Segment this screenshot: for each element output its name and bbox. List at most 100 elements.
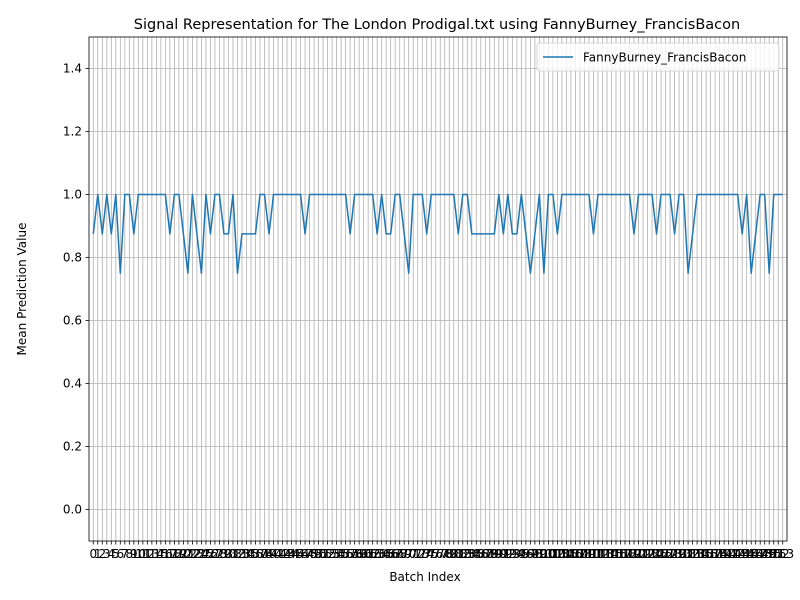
x-tick-label: 45 [288,547,303,561]
x-tick-label: 48 [302,547,317,561]
x-tick-label: 140 [713,547,736,561]
x-tick-label: 73 [415,547,430,561]
x-tick-label: 38 [257,547,272,561]
y-tick-label: 1.0 [63,188,82,202]
x-tick-label: 95 [514,547,529,561]
x-tick-label: 49 [306,547,321,561]
x-tick-label: 9 [130,547,138,561]
x-tick-label: 113 [591,547,614,561]
grid-lines [89,37,787,541]
x-tick-label: 42 [275,547,290,561]
x-tick-label: 58 [347,547,362,561]
x-tick-label: 27 [207,547,222,561]
x-tick-label: 86 [473,547,488,561]
x-tick-label: 138 [704,547,727,561]
x-tick-label: 18 [167,547,182,561]
x-tick-label: 126 [650,547,673,561]
x-tick-label: 90 [491,547,506,561]
x-tick-label: 41 [270,547,285,561]
x-tick-label: 7 [121,547,129,561]
x-tick-label: 123 [636,547,659,561]
x-tick-label: 122 [632,547,655,561]
x-tick-label: 16 [158,547,173,561]
y-tick-label: 0.8 [63,251,82,265]
x-tick-label: 87 [478,547,493,561]
x-tick-label: 53 [324,547,339,561]
x-tick-label: 134 [686,547,709,561]
x-tick-label: 23 [189,547,204,561]
x-tick-label: 35 [243,547,258,561]
x-tick-label: 39 [261,547,276,561]
x-tick-label: 19 [171,547,186,561]
x-tick-label: 149 [753,547,776,561]
x-tick-label: 22 [185,547,200,561]
x-tick-label: 94 [509,547,524,561]
x-tick-label: 102 [541,547,564,561]
x-tick-label: 109 [573,547,596,561]
x-tick-label: 135 [690,547,713,561]
x-tick-label: 56 [338,547,353,561]
x-tick-label: 46 [293,547,308,561]
x-tick-label: 4 [107,547,115,561]
x-tick-label: 62 [365,547,380,561]
x-tick-label: 121 [627,547,650,561]
series-line [92,193,783,274]
x-tick-label: 30 [221,547,236,561]
x-tick-label: 118 [614,547,637,561]
x-tick-label: 139 [708,547,731,561]
x-tick-label: 130 [668,547,691,561]
x-tick-label: 59 [352,547,367,561]
x-tick-label: 13 [144,547,159,561]
y-tick-label: 0.2 [63,440,82,454]
x-tick-label: 111 [582,547,605,561]
x-tick-label: 93 [505,547,520,561]
x-tick-label: 147 [744,547,767,561]
x-tick-label: 61 [361,547,376,561]
x-tick-label: 25 [198,547,213,561]
x-tick-label: 88 [482,547,497,561]
x-tick-label: 81 [451,547,466,561]
x-tick-label: 72 [410,547,425,561]
x-tick-label: 1 [94,547,102,561]
x-tick-label: 24 [194,547,209,561]
x-tick-label: 117 [609,547,632,561]
chart-title: Signal Representation for The London Pro… [134,17,740,33]
x-tick-label: 105 [555,547,578,561]
x-tick-label: 98 [527,547,542,561]
x-tick-label: 153 [771,547,794,561]
x-tick-label: 8 [126,547,134,561]
x-tick-label: 79 [442,547,457,561]
legend: FannyBurney_FrancisBacon [536,42,780,72]
x-tick-label: 37 [252,547,267,561]
x-tick-label: 128 [659,547,682,561]
x-tick-label: 115 [600,547,623,561]
y-axis-label: Mean Prediction Value [15,223,29,356]
legend-box [536,42,780,72]
x-tick-label: 11 [135,547,150,561]
y-tick-label: 1.4 [63,62,82,76]
x-tick-label: 106 [559,547,582,561]
x-tick-label: 32 [230,547,245,561]
x-tick-label: 125 [645,547,668,561]
x-tick-label: 148 [749,547,772,561]
x-tick-label: 112 [587,547,610,561]
x-tick-label: 14 [149,547,164,561]
x-tick-label: 91 [496,547,511,561]
x-tick-label: 29 [216,547,231,561]
x-tick-label: 152 [767,547,790,561]
x-tick-label: 47 [297,547,312,561]
y-tick-label: 0.6 [63,314,82,328]
x-tick-label: 133 [681,547,704,561]
x-tick-label: 100 [532,547,555,561]
x-tick-label: 96 [518,547,533,561]
x-axis-label: Batch Index [389,570,460,584]
x-tick-label: 143 [726,547,749,561]
x-tick-label: 0 [89,547,97,561]
x-tick-label: 74 [419,547,434,561]
x-tick-label: 107 [564,547,587,561]
x-tick-label: 40 [266,547,281,561]
x-tick-label: 146 [740,547,763,561]
x-tick-label: 3 [103,547,111,561]
y-tick-label: 0.0 [63,503,82,517]
series-layer [92,193,783,274]
